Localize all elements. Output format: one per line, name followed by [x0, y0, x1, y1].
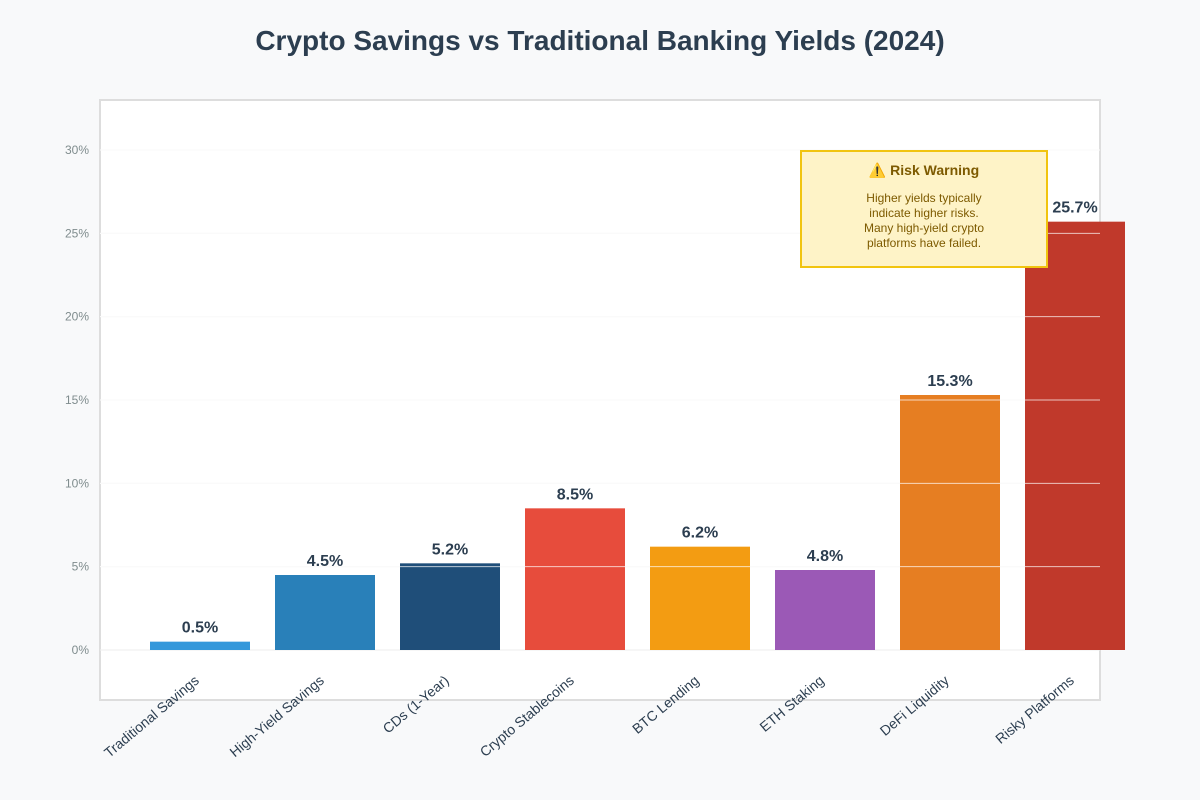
bar — [150, 641, 250, 650]
data-label: 5.2% — [432, 541, 468, 558]
bars — [150, 221, 1125, 650]
risk-warning-line: Higher yields typically — [866, 191, 982, 205]
risk-warning-line: Many high-yield crypto — [863, 221, 985, 235]
data-label: 0.5% — [182, 620, 218, 637]
value-labels: 0.5% 4.5% 5.2% 8.5% 6.2% 4.8% 15.3% 25.7% — [182, 200, 1098, 637]
bar — [775, 570, 875, 650]
bar — [1025, 221, 1125, 650]
risk-warning-box: ⚠️ Risk Warning Higher yields typically … — [800, 150, 1048, 268]
y-tick-label: 25% — [65, 226, 89, 240]
bar — [400, 563, 500, 650]
bar — [900, 395, 1000, 650]
bar — [275, 575, 375, 650]
y-tick-label: 15% — [65, 393, 89, 407]
y-tick-label: 30% — [65, 143, 89, 157]
chart-title: Crypto Savings vs Traditional Banking Yi… — [255, 25, 944, 56]
data-label: 15.3% — [927, 373, 972, 390]
y-tick-label: 0% — [72, 643, 90, 657]
data-label: 6.2% — [682, 525, 718, 542]
data-label: 4.5% — [307, 553, 343, 570]
y-tick-label: 20% — [65, 310, 89, 324]
bar — [650, 546, 750, 650]
y-axis-ticks: 0% 5% 10% 15% 20% 25% 30% — [65, 143, 89, 657]
risk-warning-line: platforms have failed. — [866, 236, 982, 250]
risk-warning-text: Higher yields typically indicate higher … — [824, 191, 1024, 251]
bar — [525, 508, 625, 650]
data-label: 25.7% — [1052, 200, 1097, 217]
risk-warning-line: indicate higher risks. — [869, 206, 979, 220]
data-label: 8.5% — [557, 486, 593, 503]
risk-warning-title: ⚠️ Risk Warning — [868, 162, 980, 178]
data-label: 4.8% — [807, 548, 843, 565]
y-tick-label: 5% — [72, 560, 90, 574]
y-tick-label: 10% — [65, 476, 89, 490]
